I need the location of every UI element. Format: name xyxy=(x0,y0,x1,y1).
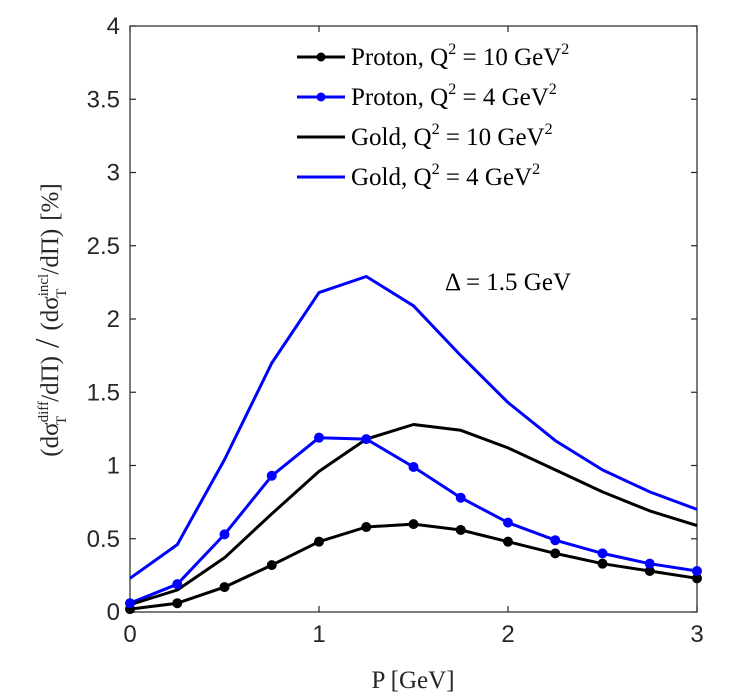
data-point-series-1 xyxy=(408,519,419,530)
y-tick-label: 4 xyxy=(107,13,120,40)
data-point-series-1 xyxy=(314,536,324,547)
data-point-series-2 xyxy=(597,548,608,559)
data-point-series-1 xyxy=(219,582,230,593)
y-label-right-sub: T xyxy=(54,289,70,298)
y-label-right-base: (dσ xyxy=(37,296,64,331)
y-label-right-sup: incl xyxy=(36,274,52,297)
legend: Proton, Q2 = 10 GeV2 Proton, Q2 = 4 GeV2 G… xyxy=(297,41,569,191)
data-point-series-2 xyxy=(314,432,324,443)
y-tick-label: 0.5 xyxy=(87,526,120,553)
data-point-series-1 xyxy=(361,522,372,533)
data-point-series-2 xyxy=(550,535,561,546)
y-tick-label: 3.5 xyxy=(87,86,120,113)
data-point-series-2 xyxy=(455,492,466,503)
series-line-1 xyxy=(129,522,698,611)
data-point-series-2 xyxy=(692,565,702,576)
data-point-series-2 xyxy=(219,529,230,540)
legend-label-4: Gold, Q2 = 4 GeV2 xyxy=(351,161,540,191)
y-label-left-tail: /dΠ) xyxy=(37,356,64,402)
y-tick-label: 3 xyxy=(107,160,120,187)
series-line-3 xyxy=(129,423,698,607)
x-tick-label: 0 xyxy=(123,621,136,648)
data-point-series-1 xyxy=(597,558,608,569)
y-tick-label: 1.5 xyxy=(87,379,120,406)
data-point-series-1 xyxy=(455,524,466,535)
y-axis-label: (dσdiff T/dΠ)/(dσincl T/dΠ)[%] xyxy=(29,183,70,456)
x-tick-label: 1 xyxy=(312,621,325,648)
series-lines xyxy=(129,275,698,611)
y-tick-label: 0 xyxy=(107,599,120,626)
x-axis-label: P [GeV] xyxy=(371,667,454,694)
data-point-series-2 xyxy=(266,470,277,481)
data-point-series-2 xyxy=(408,461,419,472)
x-tick-label: 2 xyxy=(501,621,514,648)
legend-label-3: Gold, Q2 = 10 GeV2 xyxy=(351,121,553,151)
data-point-series-1 xyxy=(503,536,513,547)
legend-marker-2 xyxy=(316,92,326,102)
y-label-left-base: (dσ xyxy=(37,422,64,457)
y-tick-label: 2 xyxy=(107,306,120,333)
y-label-left-sup: diff xyxy=(36,401,52,422)
data-point-series-2 xyxy=(361,434,372,445)
data-point-series-1 xyxy=(172,598,183,609)
data-point-series-2 xyxy=(125,598,135,609)
y-tick-label: 1 xyxy=(107,453,120,480)
y-label-slash: / xyxy=(29,338,66,348)
data-point-series-2 xyxy=(644,558,655,569)
series-markers xyxy=(125,432,702,615)
legend-label-2: Proton, Q2 = 4 GeV2 xyxy=(351,81,557,111)
legend-marker-1 xyxy=(316,52,326,62)
data-point-series-2 xyxy=(503,517,513,528)
y-tick-label: 2.5 xyxy=(87,233,120,260)
delta-annotation: Δ = 1.5 GeV xyxy=(445,269,571,296)
y-label-unit: [%] xyxy=(37,183,64,220)
data-point-series-1 xyxy=(550,548,561,559)
legend-label-1: Proton, Q2 = 10 GeV2 xyxy=(351,41,569,71)
x-tick-label: 3 xyxy=(690,621,703,648)
axis-ticks: 0 1 2 3 0 0.5 1 1.5 2 2.5 3 3.5 4 xyxy=(87,13,704,648)
data-point-series-1 xyxy=(266,560,277,571)
data-point-series-2 xyxy=(172,579,183,590)
y-label-left-sub: T xyxy=(54,416,70,425)
y-label-right-tail: /dΠ) xyxy=(37,229,64,275)
series-line-4 xyxy=(129,275,698,580)
